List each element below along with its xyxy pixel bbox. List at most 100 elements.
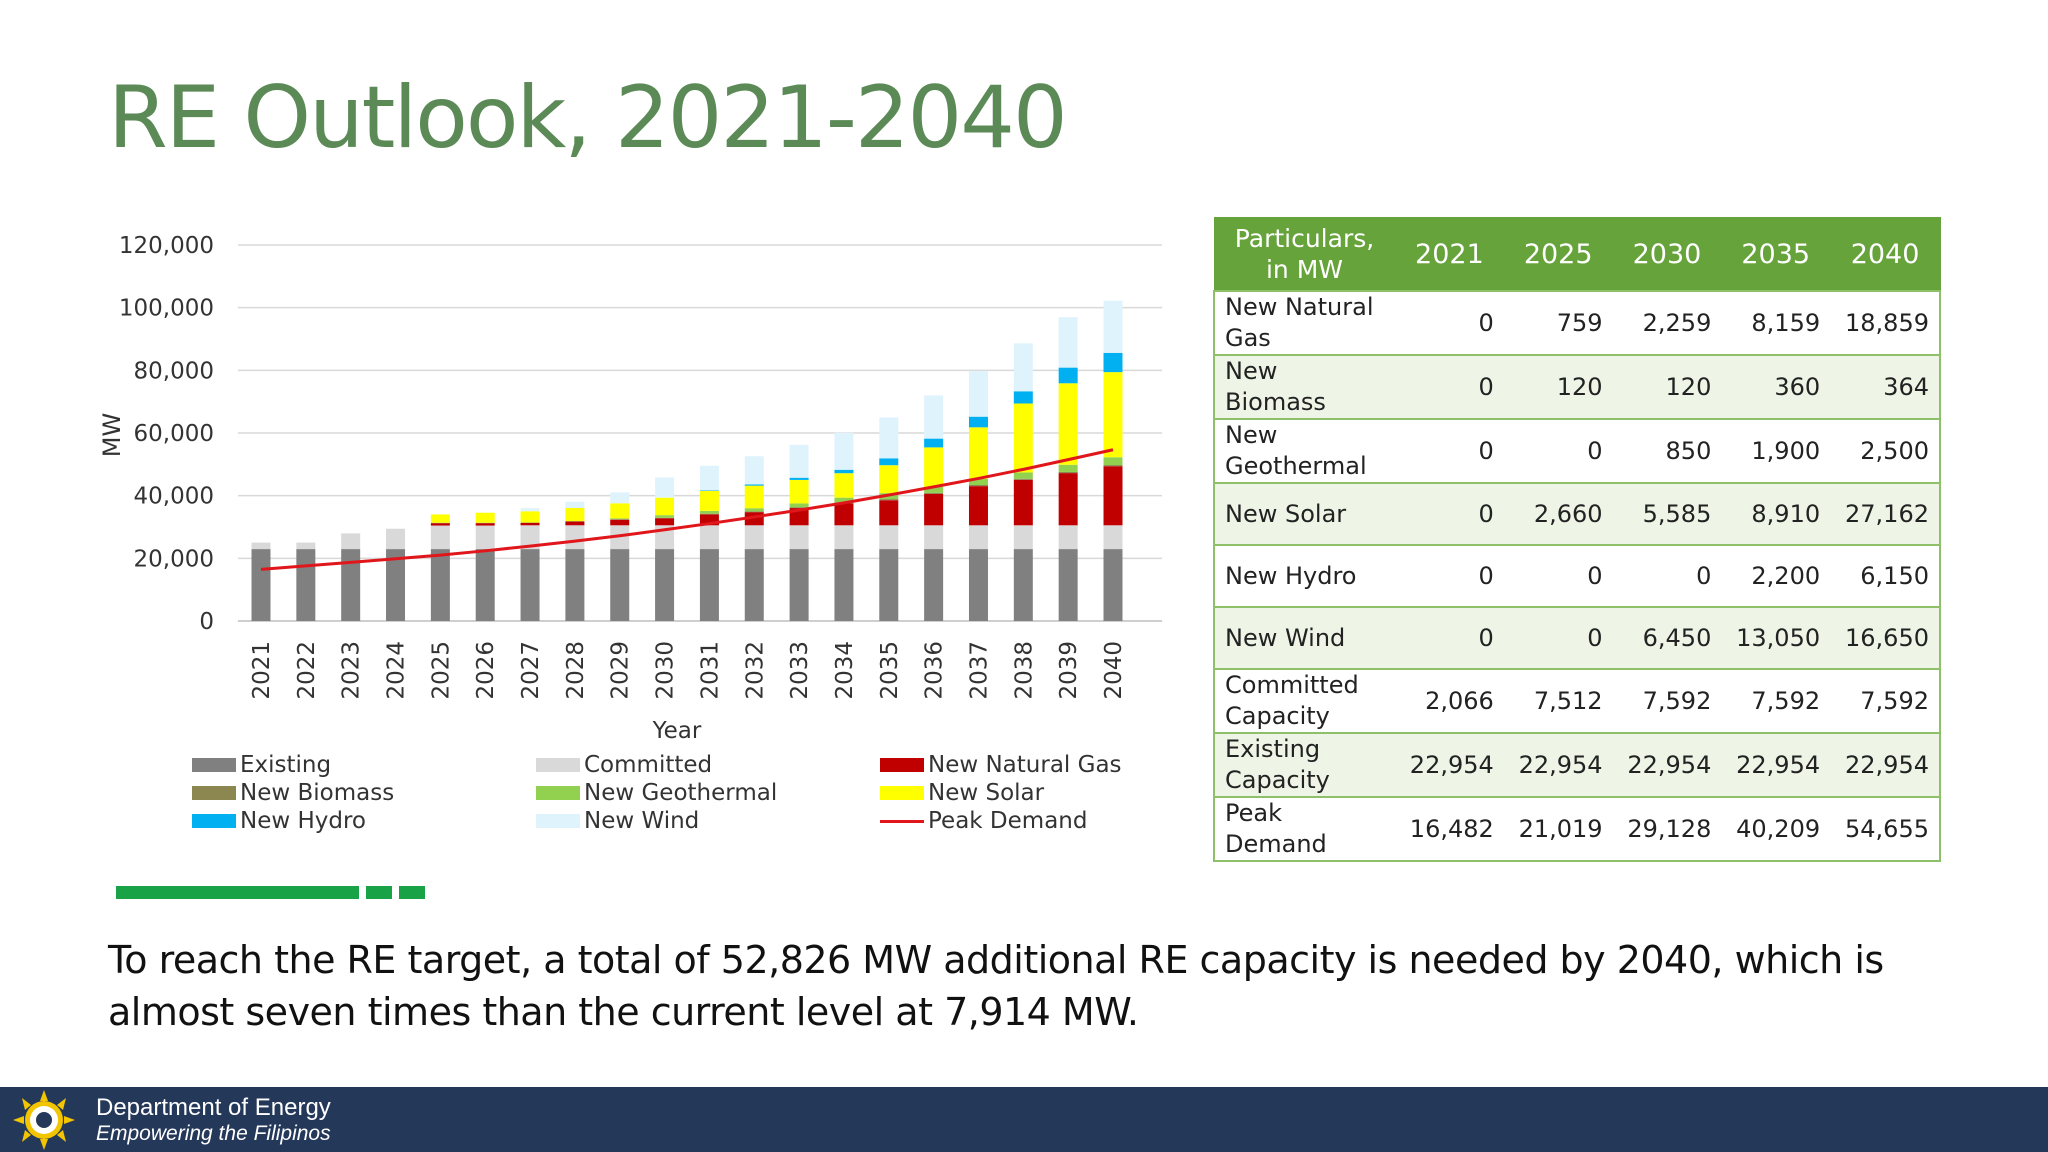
bar-segment	[475, 523, 495, 526]
bar-segment	[879, 500, 899, 526]
legend-swatch	[536, 814, 580, 828]
bar-segment	[1058, 471, 1078, 474]
bar-segment	[924, 395, 944, 439]
accent-bar-short	[399, 886, 425, 899]
y-tick-label: 20,000	[134, 546, 214, 572]
bar-segment	[789, 477, 809, 480]
bar-segment	[655, 477, 675, 498]
legend-item: New Biomass	[192, 780, 394, 806]
doe-seal-icon	[13, 1090, 75, 1150]
bar-segment	[699, 490, 719, 491]
bar-segment	[968, 484, 988, 487]
bar-segment	[1103, 300, 1123, 353]
y-tick-label: 0	[199, 609, 214, 635]
bar-segment	[834, 432, 854, 470]
bar-segment	[879, 525, 899, 550]
bar-segment	[789, 508, 809, 526]
legend-item: New Natural Gas	[880, 752, 1122, 778]
legend-label: New Solar	[928, 780, 1045, 806]
bar-segment	[699, 525, 719, 550]
y-tick-label: 40,000	[134, 484, 214, 510]
table-cell: 6,150	[1830, 544, 1941, 608]
bar-segment	[610, 492, 630, 504]
bar-segment	[1013, 549, 1033, 621]
table-row-label: New Hydro	[1213, 544, 1395, 608]
bar-segment	[699, 510, 719, 514]
bar-segment	[655, 549, 675, 621]
legend-item: Peak Demand	[880, 808, 1087, 834]
x-tick-label: 2027	[518, 641, 544, 700]
legend-label: New Geothermal	[584, 780, 778, 806]
table-row: New Wind 0 0 6,450 13,050 16,650	[1213, 606, 1941, 670]
table-cell: 0	[1395, 418, 1504, 484]
table-cell: 29,128	[1612, 796, 1722, 862]
bar-segment	[924, 525, 944, 550]
legend-label: New Wind	[584, 808, 700, 834]
bar-segment	[744, 508, 764, 512]
table-row-label: New Natural Gas	[1213, 290, 1395, 356]
table-cell: 2,200	[1721, 544, 1831, 608]
legend-swatch	[192, 814, 236, 828]
y-axis-tick-labels: 0 20,000 40,000 60,000 80,000 100,000 120,000	[119, 233, 214, 635]
table-cell: 22,954	[1612, 732, 1722, 798]
bar-segment	[1013, 472, 1033, 479]
table-row-label: New Biomass	[1213, 354, 1395, 420]
x-tick-label: 2036	[922, 641, 948, 700]
bar-segment	[1013, 391, 1033, 404]
table-header-year: 2040	[1829, 217, 1941, 292]
legend-swatch	[536, 758, 580, 772]
bar-segment	[1103, 372, 1123, 458]
x-tick-label: 2030	[653, 641, 679, 700]
table-cell: 16,482	[1395, 796, 1504, 862]
bar-segment	[699, 549, 719, 621]
legend-swatch	[192, 786, 236, 800]
bar-segment	[1103, 525, 1123, 550]
legend-label: Peak Demand	[928, 808, 1088, 834]
y-tick-label: 80,000	[134, 358, 214, 384]
legend-item: New Geothermal	[536, 780, 777, 806]
bar-segment	[1013, 525, 1033, 550]
bar-segment	[834, 497, 854, 503]
bar-segment	[610, 519, 630, 526]
bar-segment	[968, 371, 988, 417]
table-cell: 1,900	[1721, 418, 1831, 484]
x-tick-label: 2039	[1056, 641, 1082, 700]
bar-segment	[968, 525, 988, 550]
department-name: Department of Energy	[96, 1094, 331, 1121]
table-row: New Geothermal 0 0 850 1,900 2,500	[1213, 418, 1941, 484]
table-row-label: Committed Capacity	[1213, 668, 1395, 734]
bar-segment	[1013, 343, 1033, 392]
bar-segment	[655, 497, 675, 516]
table-row: New Solar 0 2,660 5,585 8,910 27,162	[1213, 482, 1941, 546]
bar-segment	[430, 523, 450, 526]
table-cell: 21,019	[1503, 796, 1613, 862]
department-tagline: Empowering the Filipinos	[96, 1122, 331, 1145]
x-tick-label: 2022	[294, 641, 320, 700]
bar-segment	[1013, 478, 1033, 480]
table-cell: 27,162	[1830, 482, 1941, 546]
bar-segment	[1103, 466, 1123, 526]
x-tick-label: 2031	[697, 641, 723, 700]
table-cell: 7,592	[1612, 668, 1722, 734]
bar-segment	[968, 479, 988, 485]
x-tick-label: 2035	[877, 641, 903, 700]
y-tick-label: 60,000	[134, 421, 214, 447]
legend-swatch	[880, 819, 924, 823]
table-cell: 2,660	[1503, 482, 1613, 546]
bar-segment	[251, 549, 271, 621]
bar-segment	[879, 499, 899, 501]
summary-text: To reach the RE target, a total of 52,82…	[108, 938, 1884, 1034]
bar-segment	[520, 525, 540, 550]
table-row: Existing Capacity 22,954 22,954 22,954 2…	[1213, 732, 1941, 798]
bar-segment	[655, 515, 675, 518]
table-row-label: New Geothermal	[1213, 418, 1395, 484]
table-cell: 54,655	[1830, 796, 1941, 862]
x-tick-label: 2023	[339, 641, 365, 700]
x-tick-label: 2028	[563, 641, 589, 700]
legend-swatch	[880, 758, 924, 772]
table-cell: 0	[1612, 544, 1722, 608]
table-cell: 0	[1395, 290, 1504, 356]
legend-item: Committed	[536, 752, 712, 778]
table-row-label: New Wind	[1213, 606, 1395, 670]
bar-segment	[789, 549, 809, 621]
